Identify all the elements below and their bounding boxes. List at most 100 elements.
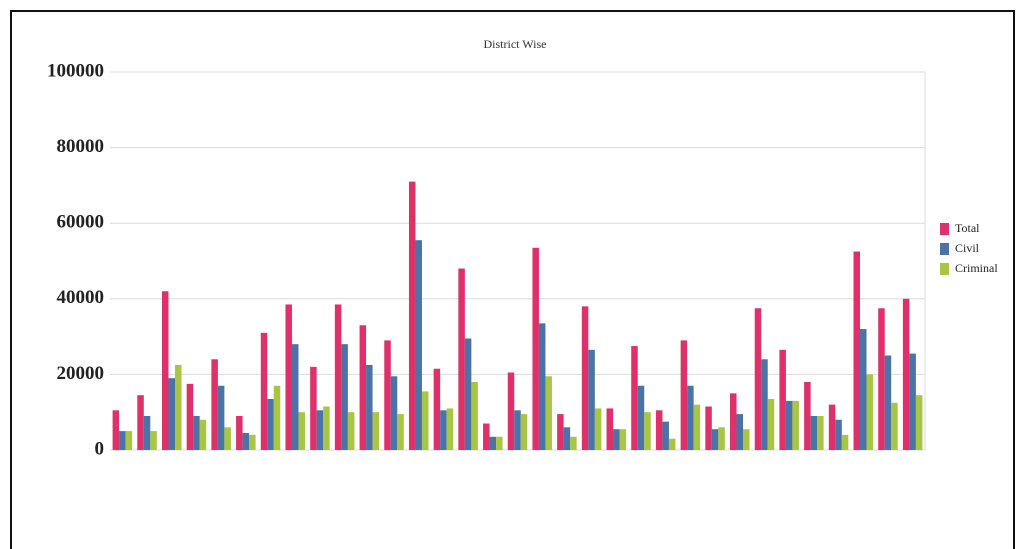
bar (705, 406, 712, 450)
bar (767, 398, 775, 450)
bar (866, 374, 874, 450)
legend-label: Civil (955, 241, 980, 255)
bar (619, 429, 627, 450)
bar (273, 385, 281, 450)
bar (588, 349, 595, 450)
chart-title: District Wise (484, 37, 547, 51)
bar (761, 359, 768, 450)
bar (199, 419, 207, 450)
y-tick-label: 40000 (57, 287, 105, 308)
bar (637, 385, 645, 450)
bar (804, 381, 811, 450)
y-tick-label: 80000 (57, 136, 105, 157)
bar (902, 298, 910, 450)
bar (384, 340, 391, 450)
bar (711, 429, 719, 450)
bar (291, 344, 299, 450)
bar (464, 338, 472, 450)
bar (415, 240, 422, 450)
bar (662, 421, 669, 450)
bar (792, 400, 799, 450)
bar (860, 329, 867, 450)
bar (458, 268, 465, 450)
y-tick-label: 60000 (57, 212, 105, 233)
bar (341, 344, 348, 450)
bar (471, 381, 478, 450)
legend-label: Total (955, 221, 980, 235)
bar (828, 404, 836, 450)
bar (390, 376, 398, 450)
bar (891, 402, 898, 450)
bar (366, 364, 373, 450)
bar (532, 247, 539, 450)
bar (693, 404, 701, 450)
bar (267, 398, 274, 450)
bar (718, 427, 725, 450)
bar (125, 431, 133, 450)
bar (242, 432, 250, 450)
bar (909, 353, 916, 450)
bar (915, 395, 923, 450)
bar (161, 291, 169, 450)
bar (606, 408, 614, 450)
legend-swatch (940, 243, 949, 255)
bar (347, 412, 355, 450)
bar (334, 304, 342, 450)
bar (817, 415, 824, 450)
legend-label: Criminal (955, 261, 998, 275)
bar (736, 414, 744, 450)
bar (557, 414, 564, 450)
bar (754, 308, 762, 450)
bar (260, 332, 268, 450)
bar (570, 436, 577, 450)
bar (372, 412, 380, 450)
bar (483, 423, 490, 450)
bar (211, 359, 218, 450)
bar (224, 427, 231, 450)
legend-swatch (940, 223, 949, 235)
bar (359, 325, 367, 450)
bar (878, 308, 885, 450)
bar (841, 434, 849, 450)
bar (687, 385, 694, 450)
bar (217, 385, 225, 450)
bar (644, 412, 651, 450)
bar (545, 376, 552, 450)
bar (433, 368, 441, 450)
bar (785, 400, 793, 450)
bar (581, 306, 589, 450)
y-tick-label: 0 (95, 438, 105, 459)
y-tick-label: 20000 (57, 363, 105, 384)
bar (236, 415, 243, 450)
bar (137, 395, 144, 450)
bar (514, 410, 521, 450)
bar (168, 378, 175, 450)
bar (323, 406, 330, 450)
bar (853, 251, 861, 450)
bar (112, 410, 120, 450)
bar (668, 438, 676, 450)
bar (884, 355, 892, 450)
bar (655, 410, 663, 450)
bar (249, 434, 256, 450)
bar (680, 340, 688, 450)
bar (298, 412, 305, 450)
bar (563, 427, 571, 450)
bar (186, 383, 194, 450)
bar (421, 391, 429, 450)
bar (496, 436, 503, 450)
bar (408, 181, 416, 450)
bar (730, 393, 737, 450)
bar (150, 431, 157, 450)
bar (193, 415, 200, 450)
bar (489, 436, 497, 450)
bar (310, 366, 317, 450)
bar (613, 429, 620, 450)
bar (316, 410, 324, 450)
bar (507, 372, 515, 450)
bar (779, 349, 786, 450)
bar (119, 431, 126, 450)
bar (810, 415, 818, 450)
y-tick-label: 100000 (47, 60, 104, 81)
